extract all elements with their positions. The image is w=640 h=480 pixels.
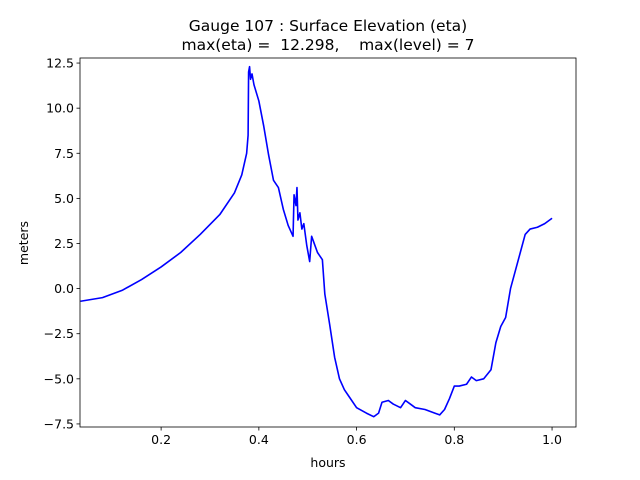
y-tick-label: −2.5 <box>44 326 74 341</box>
y-tick-label: 7.5 <box>54 146 74 161</box>
y-tick-label: 0.0 <box>54 281 74 296</box>
y-tick-label: −7.5 <box>44 416 74 431</box>
x-tick-label: 0.6 <box>347 432 367 447</box>
y-tick-label: 2.5 <box>54 236 74 251</box>
x-tick-label: 1.0 <box>542 432 562 447</box>
x-axis-label: hours <box>310 455 345 470</box>
chart-subtitle: max(eta) = 12.298, max(level) = 7 <box>181 36 474 54</box>
x-tick-label: 0.2 <box>151 432 171 447</box>
x-tick-label: 0.4 <box>249 432 269 447</box>
y-tick-label: 12.5 <box>46 56 74 71</box>
y-tick-label: 10.0 <box>46 101 74 116</box>
chart-title: Gauge 107 : Surface Elevation (eta) <box>189 17 467 35</box>
plot-frame <box>79 57 577 428</box>
data-line <box>80 65 553 418</box>
y-axis-label: meters <box>16 221 31 265</box>
x-tick-label: 0.8 <box>444 432 464 447</box>
y-tick-label: −5.0 <box>44 371 74 386</box>
y-tick-label: 5.0 <box>54 191 74 206</box>
